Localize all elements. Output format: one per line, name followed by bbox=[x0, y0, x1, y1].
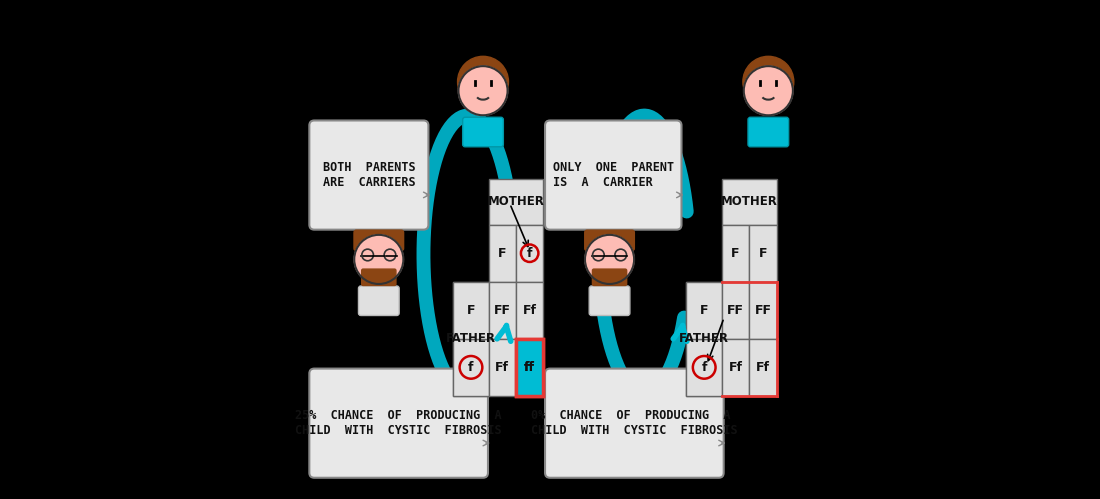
Text: f: f bbox=[469, 361, 474, 374]
FancyBboxPatch shape bbox=[488, 179, 543, 225]
FancyBboxPatch shape bbox=[362, 269, 396, 285]
Text: F: F bbox=[732, 247, 740, 259]
Text: FATHER: FATHER bbox=[446, 332, 496, 345]
Text: Ff: Ff bbox=[495, 361, 509, 374]
Circle shape bbox=[742, 56, 794, 107]
Text: Ff: Ff bbox=[728, 361, 743, 374]
Circle shape bbox=[585, 235, 634, 284]
Text: f: f bbox=[527, 247, 532, 259]
Text: FF: FF bbox=[755, 304, 771, 317]
Circle shape bbox=[459, 66, 507, 115]
FancyBboxPatch shape bbox=[722, 225, 749, 282]
Text: f: f bbox=[702, 361, 707, 374]
FancyBboxPatch shape bbox=[748, 117, 789, 147]
Text: MOTHER: MOTHER bbox=[720, 196, 778, 209]
FancyBboxPatch shape bbox=[488, 339, 516, 396]
FancyBboxPatch shape bbox=[585, 230, 635, 250]
Circle shape bbox=[745, 67, 792, 114]
FancyBboxPatch shape bbox=[516, 282, 543, 339]
FancyBboxPatch shape bbox=[453, 282, 488, 339]
Text: F: F bbox=[759, 247, 767, 259]
FancyBboxPatch shape bbox=[593, 269, 627, 285]
Circle shape bbox=[458, 56, 508, 107]
Text: FATHER: FATHER bbox=[679, 332, 729, 345]
FancyBboxPatch shape bbox=[359, 286, 399, 315]
FancyBboxPatch shape bbox=[488, 282, 516, 339]
Text: BOTH  PARENTS
ARE  CARRIERS: BOTH PARENTS ARE CARRIERS bbox=[322, 161, 415, 189]
FancyBboxPatch shape bbox=[749, 282, 777, 339]
Text: FF: FF bbox=[494, 304, 510, 317]
FancyBboxPatch shape bbox=[488, 225, 516, 282]
Text: ff: ff bbox=[525, 361, 536, 374]
Circle shape bbox=[460, 67, 506, 114]
Text: F: F bbox=[700, 304, 708, 317]
Circle shape bbox=[744, 66, 793, 115]
FancyBboxPatch shape bbox=[722, 179, 777, 225]
FancyBboxPatch shape bbox=[354, 230, 404, 250]
FancyBboxPatch shape bbox=[463, 117, 504, 147]
FancyBboxPatch shape bbox=[686, 282, 722, 396]
FancyBboxPatch shape bbox=[544, 369, 724, 478]
Text: FF: FF bbox=[727, 304, 744, 317]
Text: 25%  CHANCE  OF  PRODUCING  A
CHILD  WITH  CYSTIC  FIBROSIS: 25% CHANCE OF PRODUCING A CHILD WITH CYS… bbox=[295, 409, 502, 437]
FancyBboxPatch shape bbox=[686, 282, 722, 339]
FancyBboxPatch shape bbox=[453, 282, 488, 396]
Text: ONLY  ONE  PARENT
IS  A  CARRIER: ONLY ONE PARENT IS A CARRIER bbox=[552, 161, 674, 189]
FancyBboxPatch shape bbox=[722, 339, 749, 396]
Text: F: F bbox=[466, 304, 475, 317]
FancyBboxPatch shape bbox=[686, 339, 722, 396]
FancyBboxPatch shape bbox=[453, 339, 488, 396]
FancyBboxPatch shape bbox=[722, 282, 749, 339]
FancyBboxPatch shape bbox=[749, 225, 777, 282]
FancyBboxPatch shape bbox=[749, 339, 777, 396]
Text: 0%  CHANCE  OF  PRODUCING  A
CHILD  WITH  CYSTIC  FIBROSIS: 0% CHANCE OF PRODUCING A CHILD WITH CYST… bbox=[531, 409, 738, 437]
Text: ff: ff bbox=[525, 361, 536, 374]
Circle shape bbox=[354, 235, 404, 284]
Text: F: F bbox=[498, 247, 507, 259]
FancyBboxPatch shape bbox=[590, 286, 630, 315]
FancyBboxPatch shape bbox=[516, 339, 543, 396]
Text: MOTHER: MOTHER bbox=[487, 196, 544, 209]
FancyBboxPatch shape bbox=[309, 369, 488, 478]
Text: Ff: Ff bbox=[756, 361, 770, 374]
FancyBboxPatch shape bbox=[309, 120, 428, 230]
FancyBboxPatch shape bbox=[544, 120, 682, 230]
Text: Ff: Ff bbox=[522, 304, 537, 317]
FancyBboxPatch shape bbox=[516, 225, 543, 282]
FancyBboxPatch shape bbox=[516, 339, 543, 396]
